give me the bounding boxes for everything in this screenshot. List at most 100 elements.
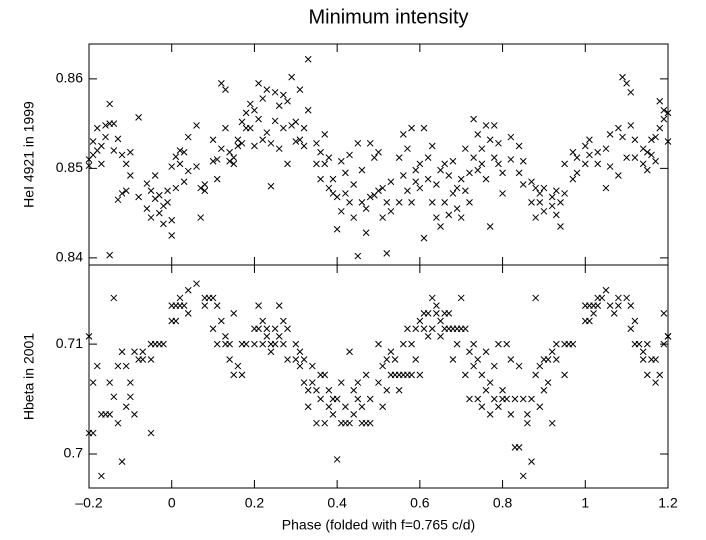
data-point <box>490 362 498 370</box>
data-point <box>387 178 395 186</box>
data-point <box>106 100 114 108</box>
data-point <box>217 145 225 153</box>
data-point <box>333 456 341 463</box>
data-point <box>333 193 341 201</box>
data-point <box>615 172 622 179</box>
data-point <box>350 181 358 188</box>
data-point <box>147 429 155 437</box>
data-point <box>387 207 395 215</box>
data-point <box>515 169 523 177</box>
data-point <box>524 419 531 427</box>
data-point <box>246 124 254 132</box>
data-point <box>375 379 382 386</box>
data-point <box>433 181 440 188</box>
data-point <box>259 95 267 102</box>
data-point <box>507 133 515 141</box>
data-point <box>354 139 362 147</box>
data-point <box>623 154 630 161</box>
data-point <box>428 199 436 206</box>
data-point <box>424 333 432 340</box>
data-point <box>292 356 300 363</box>
data-point <box>540 386 548 394</box>
data-point <box>350 386 358 394</box>
data-point <box>461 145 469 153</box>
data-point <box>519 395 527 403</box>
data-point <box>118 348 126 356</box>
y-tick-label: 0.86 <box>56 70 83 86</box>
data-point <box>242 109 250 117</box>
data-point <box>449 190 457 197</box>
data-point <box>147 214 155 221</box>
data-point <box>292 340 300 348</box>
data-point <box>184 309 192 317</box>
data-point <box>122 362 130 370</box>
data-point <box>461 371 469 379</box>
data-point <box>201 302 209 309</box>
data-point <box>383 356 391 363</box>
data-point <box>292 138 300 145</box>
data-point <box>89 379 97 386</box>
data-point <box>478 371 486 379</box>
data-point <box>127 172 134 179</box>
data-point <box>168 232 176 239</box>
data-point <box>428 142 436 150</box>
data-point <box>594 148 602 156</box>
data-point <box>652 157 659 165</box>
y-tick-label: 0.71 <box>56 335 83 351</box>
data-point <box>428 294 436 302</box>
data-point <box>519 181 527 188</box>
data-point <box>284 160 291 168</box>
data-point <box>337 207 345 215</box>
data-point <box>313 386 320 394</box>
data-point <box>412 325 420 333</box>
x-tick-label: 0.6 <box>410 495 430 511</box>
data-point <box>552 211 560 219</box>
data-point <box>627 88 635 96</box>
data-point <box>308 362 316 370</box>
data-point <box>127 379 134 386</box>
data-point <box>569 340 577 348</box>
data-point <box>652 356 659 363</box>
data-point <box>437 317 444 325</box>
data-point <box>573 154 581 161</box>
data-point <box>656 97 664 105</box>
data-point <box>234 142 242 150</box>
data-point <box>106 251 114 259</box>
data-point <box>519 472 527 480</box>
data-point <box>548 348 556 356</box>
data-point <box>660 115 668 123</box>
data-point <box>412 178 420 186</box>
data-point <box>437 223 444 230</box>
data-point <box>304 403 312 411</box>
data-point <box>263 86 271 93</box>
data-point <box>110 147 118 154</box>
data-point <box>147 356 155 363</box>
data-point <box>168 163 176 170</box>
data-point <box>643 340 651 348</box>
data-point <box>627 325 635 333</box>
data-point <box>127 393 134 401</box>
data-point <box>193 280 200 288</box>
data-point <box>482 386 490 394</box>
data-point <box>548 202 556 210</box>
data-point <box>304 386 312 394</box>
data-point <box>383 386 391 394</box>
data-point <box>98 472 105 480</box>
data-point <box>358 403 366 411</box>
data-point <box>445 309 453 317</box>
data-point <box>404 325 411 333</box>
data-point <box>664 138 672 145</box>
data-point <box>627 122 635 129</box>
data-point <box>536 199 544 206</box>
data-point <box>217 317 225 325</box>
data-point <box>660 309 668 317</box>
data-point <box>300 124 308 132</box>
data-point <box>184 286 192 294</box>
data-point <box>461 325 469 333</box>
data-point <box>536 190 544 197</box>
data-point <box>379 214 386 221</box>
data-point <box>486 411 494 418</box>
data-point <box>98 160 105 168</box>
data-point <box>445 172 453 179</box>
data-point <box>251 106 258 114</box>
